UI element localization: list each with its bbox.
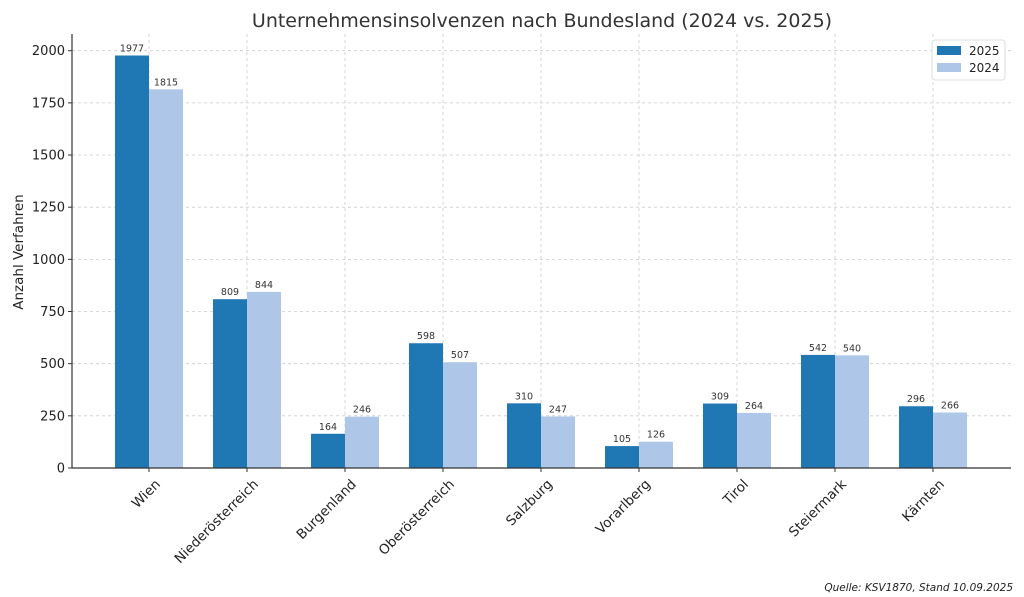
- legend-swatch-2024: [937, 63, 961, 72]
- grid-layer: [72, 34, 1011, 469]
- bar-2024: [443, 362, 477, 468]
- data-label: 844: [255, 280, 273, 291]
- x-tick-label: Salzburg: [503, 477, 556, 530]
- data-label: 247: [549, 404, 567, 415]
- data-label: 164: [319, 422, 337, 433]
- bar-2025: [801, 354, 835, 468]
- legend-swatch-2025: [937, 46, 961, 55]
- bar-2024: [541, 416, 575, 468]
- bar-2024: [639, 441, 673, 468]
- bar-2025: [899, 406, 933, 468]
- y-tick-label: 1500: [32, 149, 65, 164]
- bar-2024: [149, 89, 183, 468]
- data-label: 598: [417, 331, 435, 342]
- x-tick-label: Tirol: [719, 477, 751, 509]
- bar-2024: [737, 412, 771, 468]
- y-tick-label: 0: [57, 462, 65, 477]
- source-note: Quelle: KSV1870, Stand 10.09.2025: [824, 582, 1013, 594]
- y-tick-label: 1000: [32, 253, 65, 268]
- bar-2024: [345, 416, 379, 468]
- bar-2025: [115, 55, 149, 469]
- bar-2025: [507, 403, 541, 468]
- bar-2025: [605, 446, 639, 468]
- legend-label: 2025: [969, 44, 1000, 58]
- data-label: 310: [515, 391, 533, 402]
- y-tick-label: 250: [40, 409, 65, 424]
- bar-2025: [703, 403, 737, 468]
- y-tick-label: 500: [40, 357, 65, 372]
- data-label: 507: [451, 350, 469, 361]
- data-label: 1815: [154, 77, 178, 88]
- data-label: 126: [647, 430, 665, 441]
- bars-layer: [115, 55, 967, 469]
- data-label: 105: [613, 434, 631, 445]
- y-tick-label: 750: [40, 305, 65, 320]
- axes-layer: [68, 34, 1011, 472]
- x-tick-label: Oberösterreich: [376, 477, 458, 559]
- data-label: 542: [809, 343, 827, 354]
- legend-label: 2024: [969, 61, 1000, 75]
- data-label: 266: [941, 400, 959, 411]
- bar-2025: [409, 343, 443, 468]
- x-tick-label: Steiermark: [786, 476, 850, 540]
- y-axis-label: Anzahl Verfahren: [11, 194, 27, 310]
- x-tick-label: Vorarlberg: [593, 477, 654, 538]
- data-label: 540: [843, 343, 861, 354]
- bar-2024: [933, 412, 967, 468]
- y-tick-label: 1250: [32, 201, 65, 216]
- data-label: 809: [221, 287, 239, 298]
- data-label: 309: [711, 392, 729, 403]
- bar-2024: [835, 355, 869, 468]
- legend: 2025 2024: [931, 39, 1006, 81]
- chart-title: Unternehmensinsolvenzen nach Bundesland …: [252, 10, 832, 32]
- data-label: 264: [745, 401, 763, 412]
- y-tick-label: 1750: [32, 96, 65, 111]
- x-tick-label: Niederösterreich: [171, 477, 261, 567]
- bar-2025: [213, 299, 247, 468]
- x-tick-label: Burgenland: [294, 477, 360, 543]
- y-tick-label: 2000: [32, 44, 65, 59]
- data-label: 246: [353, 405, 371, 416]
- bar-2025: [311, 433, 345, 468]
- data-label: 296: [907, 394, 925, 405]
- x-tick-label: Kärnten: [899, 477, 948, 526]
- data-label: 1977: [120, 43, 144, 54]
- bar-2024: [247, 291, 281, 468]
- x-tick-label: Wien: [129, 477, 164, 512]
